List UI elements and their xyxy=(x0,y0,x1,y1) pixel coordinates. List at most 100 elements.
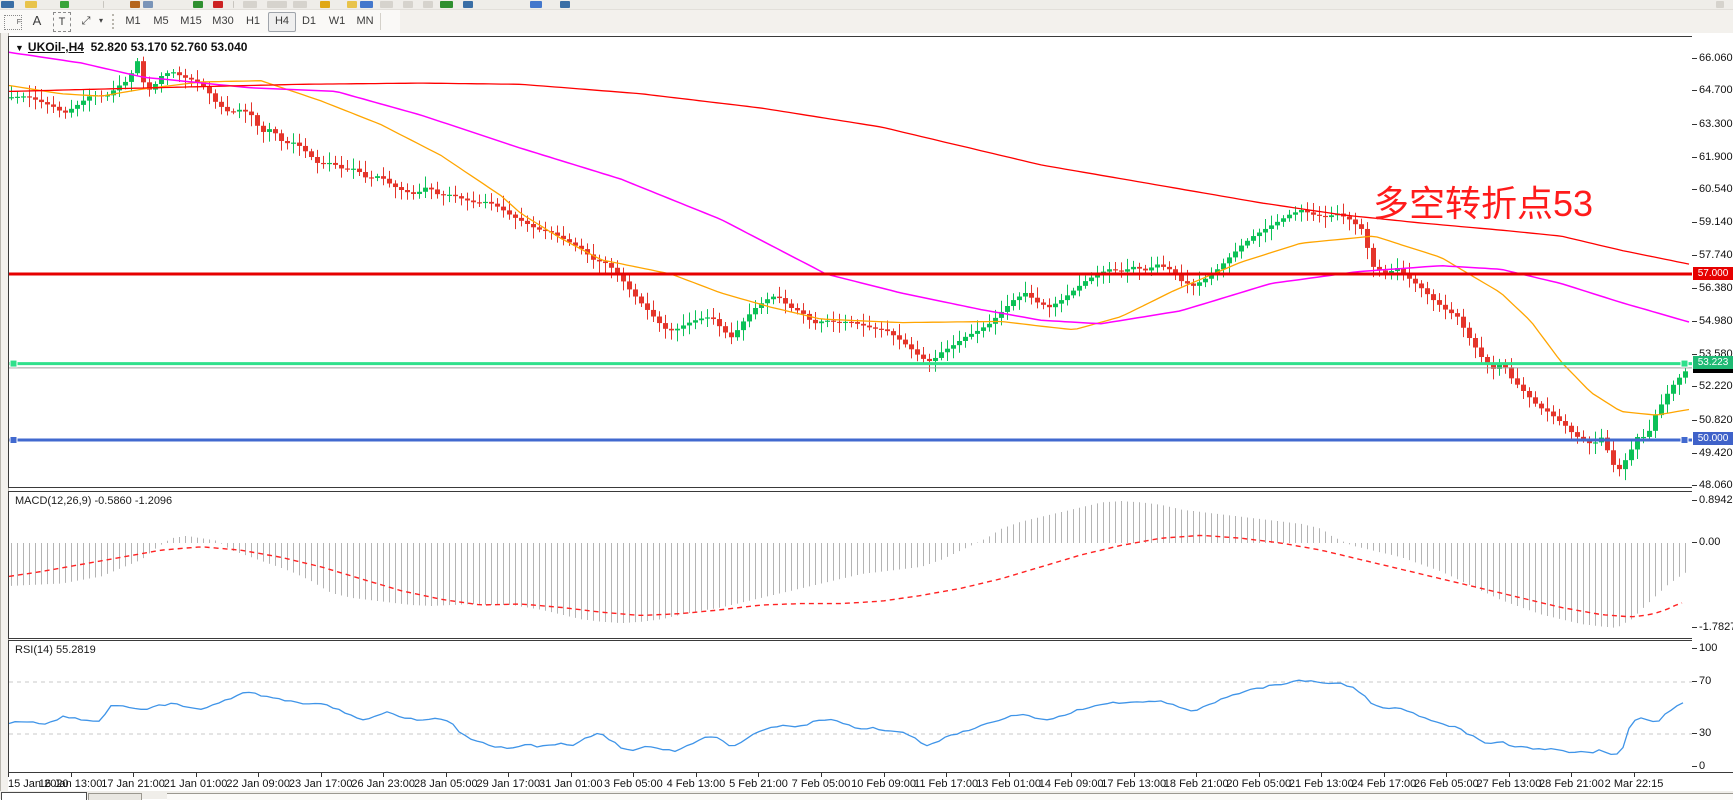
rsi-axis-label: 30 xyxy=(1699,727,1712,739)
price-axis-label: 59.140 xyxy=(1699,216,1733,229)
toolbar-icon-fragment xyxy=(130,1,140,8)
time-axis-tick xyxy=(1321,773,1323,777)
timeframe-button-m15[interactable]: M15 xyxy=(180,15,202,27)
price-axis-tick xyxy=(1692,452,1697,454)
macd-panel[interactable]: MACD(12,26,9) -0.5860 -1.2096 xyxy=(8,491,1694,639)
time-axis-tick xyxy=(695,773,697,777)
price-axis-label: 64.700 xyxy=(1699,84,1733,97)
toolbar-icon-fragment xyxy=(440,1,453,8)
macd-value-signal: -1.2096 xyxy=(134,495,173,507)
time-axis-tick xyxy=(508,773,510,777)
toolbar-icon-fragment xyxy=(267,1,287,8)
price-axis-label: 52.220 xyxy=(1699,380,1733,393)
time-axis-tick xyxy=(1133,773,1135,777)
main-price-panel[interactable]: ▼ UKOil-,H4 52.820 53.170 52.760 53.040 多… xyxy=(8,36,1694,488)
time-axis: 15 Jan 2020 16 Jan 13:00 17 Jan 21:00 21 Ja… xyxy=(8,772,1733,792)
rsi-axis-tick xyxy=(1692,681,1697,682)
symbol-timeframe-label[interactable]: UKOil-,H4 xyxy=(27,40,84,54)
time-axis-tick xyxy=(1446,773,1448,777)
toolbar-icon-fragment xyxy=(347,1,357,8)
timeframe-button-h1[interactable]: H1 xyxy=(245,15,261,27)
rsi-axis-tick xyxy=(1692,648,1697,649)
time-axis-label: 27 Feb 13:00 xyxy=(1476,778,1542,790)
time-axis-label: 3 Feb 05:00 xyxy=(604,778,663,790)
chart-title[interactable]: ▼ UKOil-,H4 52.820 53.170 52.760 53.040 xyxy=(15,40,247,54)
time-axis-tick xyxy=(1508,773,1510,777)
toolbar-icon-fragment xyxy=(1716,1,1724,8)
macd-axis-tick xyxy=(1692,500,1697,501)
time-axis-label: 5 Feb 21:00 xyxy=(729,778,788,790)
time-axis-label: 11 Feb 17:00 xyxy=(914,778,979,790)
toolbar-icon-fragment xyxy=(423,1,433,8)
timeframe-button-m5[interactable]: M5 xyxy=(153,15,169,27)
toolbar-icon-fragment xyxy=(243,1,257,8)
toolbar-icon-fragment xyxy=(213,1,223,8)
toolbar-icon-fragment xyxy=(380,1,393,8)
timeframe-button-m1[interactable]: M1 xyxy=(125,15,141,27)
toolbar-drag-handle[interactable] xyxy=(112,14,117,29)
symbol-dropdown-icon[interactable]: ▼ xyxy=(15,43,24,53)
time-axis-label: 26 Jan 23:00 xyxy=(351,778,416,790)
text-box-button[interactable]: T xyxy=(53,12,71,32)
time-axis-tick xyxy=(320,773,322,777)
price-axis-tick xyxy=(1692,156,1697,158)
time-axis-label: 20 Feb 05:00 xyxy=(1226,778,1292,790)
time-axis-tick xyxy=(133,773,135,777)
timeframe-button-d1[interactable]: D1 xyxy=(301,15,317,27)
font-grid-icon[interactable]: F xyxy=(4,15,22,30)
price-axis-tick xyxy=(1692,485,1697,486)
macd-label: MACD(12,26,9) -0.5860 -1.2096 xyxy=(15,495,172,507)
time-axis-label: 28 Feb 21:00 xyxy=(1539,778,1604,790)
price-axis-tick xyxy=(1692,123,1697,125)
time-axis-tick xyxy=(1008,773,1010,777)
time-axis-label: 29 Jan 17:00 xyxy=(476,778,541,790)
toolbar-icon-fragment xyxy=(60,1,69,8)
text-annotation: 多空转折点53 xyxy=(1373,183,1594,224)
rsi-axis-tick xyxy=(1692,733,1697,734)
time-axis-label: 21 Feb 13:00 xyxy=(1288,778,1354,790)
chevron-down-icon[interactable]: ▾ xyxy=(98,16,103,25)
timeframe-button-m30[interactable]: M30 xyxy=(212,15,234,27)
rsi-panel[interactable]: RSI(14) 55.2819 xyxy=(8,640,1694,773)
toolbar-icon-fragment xyxy=(560,1,570,8)
chart-tab-active[interactable] xyxy=(1,792,87,800)
hline-price-tag: 53.223 xyxy=(1693,356,1733,370)
timeframe-button-w1[interactable]: W1 xyxy=(328,15,346,27)
hline-price-tag: 50.000 xyxy=(1693,432,1733,446)
rsi-chart[interactable] xyxy=(9,641,1693,772)
timeframe-button-h4[interactable]: H4 xyxy=(268,12,296,32)
hline-price-tag: 57.000 xyxy=(1693,266,1733,280)
time-axis-tick xyxy=(570,773,572,777)
time-axis-label: 23 Jan 17:00 xyxy=(288,778,353,790)
toolbar-icon-fragment xyxy=(320,1,330,8)
price-axis-tick xyxy=(1692,90,1697,92)
toolbar-icon-fragment xyxy=(360,1,373,8)
rsi-label: RSI(14) 55.2819 xyxy=(15,644,96,656)
price-axis-label: 63.300 xyxy=(1699,117,1733,130)
toolbar-icon-fragment xyxy=(293,1,307,8)
cycle-arrows-icon[interactable]: ⤢ xyxy=(81,15,91,27)
price-axis-label: 54.980 xyxy=(1699,314,1733,327)
price-axis-tick xyxy=(1692,287,1697,289)
macd-chart[interactable] xyxy=(9,492,1693,638)
candlestick-chart[interactable] xyxy=(9,37,1693,487)
toolbar-inner xyxy=(0,10,400,33)
price-axis-tick xyxy=(1692,320,1697,322)
toolbar-icon-fragment xyxy=(403,1,413,8)
time-axis-label: 4 Feb 13:00 xyxy=(666,778,726,790)
macd-axis-tick xyxy=(1692,627,1697,628)
timeframe-button-mn[interactable]: MN xyxy=(356,15,374,27)
time-axis-label: 18 Feb 21:00 xyxy=(1163,778,1229,790)
rsi-axis-label: 70 xyxy=(1699,675,1712,687)
toolbar-icon-fragment xyxy=(463,1,473,8)
time-axis-label: 13 Feb 01:00 xyxy=(976,778,1042,790)
price-axis-label: 60.540 xyxy=(1699,183,1733,196)
time-axis-tick xyxy=(445,773,447,777)
time-axis-tick xyxy=(821,773,822,777)
chart-tab-bar xyxy=(0,791,1733,800)
time-axis-tick xyxy=(946,773,948,777)
chart-tab[interactable] xyxy=(88,793,142,800)
text-label-button[interactable]: A xyxy=(32,13,42,28)
price-axis-tick xyxy=(1692,419,1697,421)
toolbar-icon-fragment xyxy=(233,1,234,8)
